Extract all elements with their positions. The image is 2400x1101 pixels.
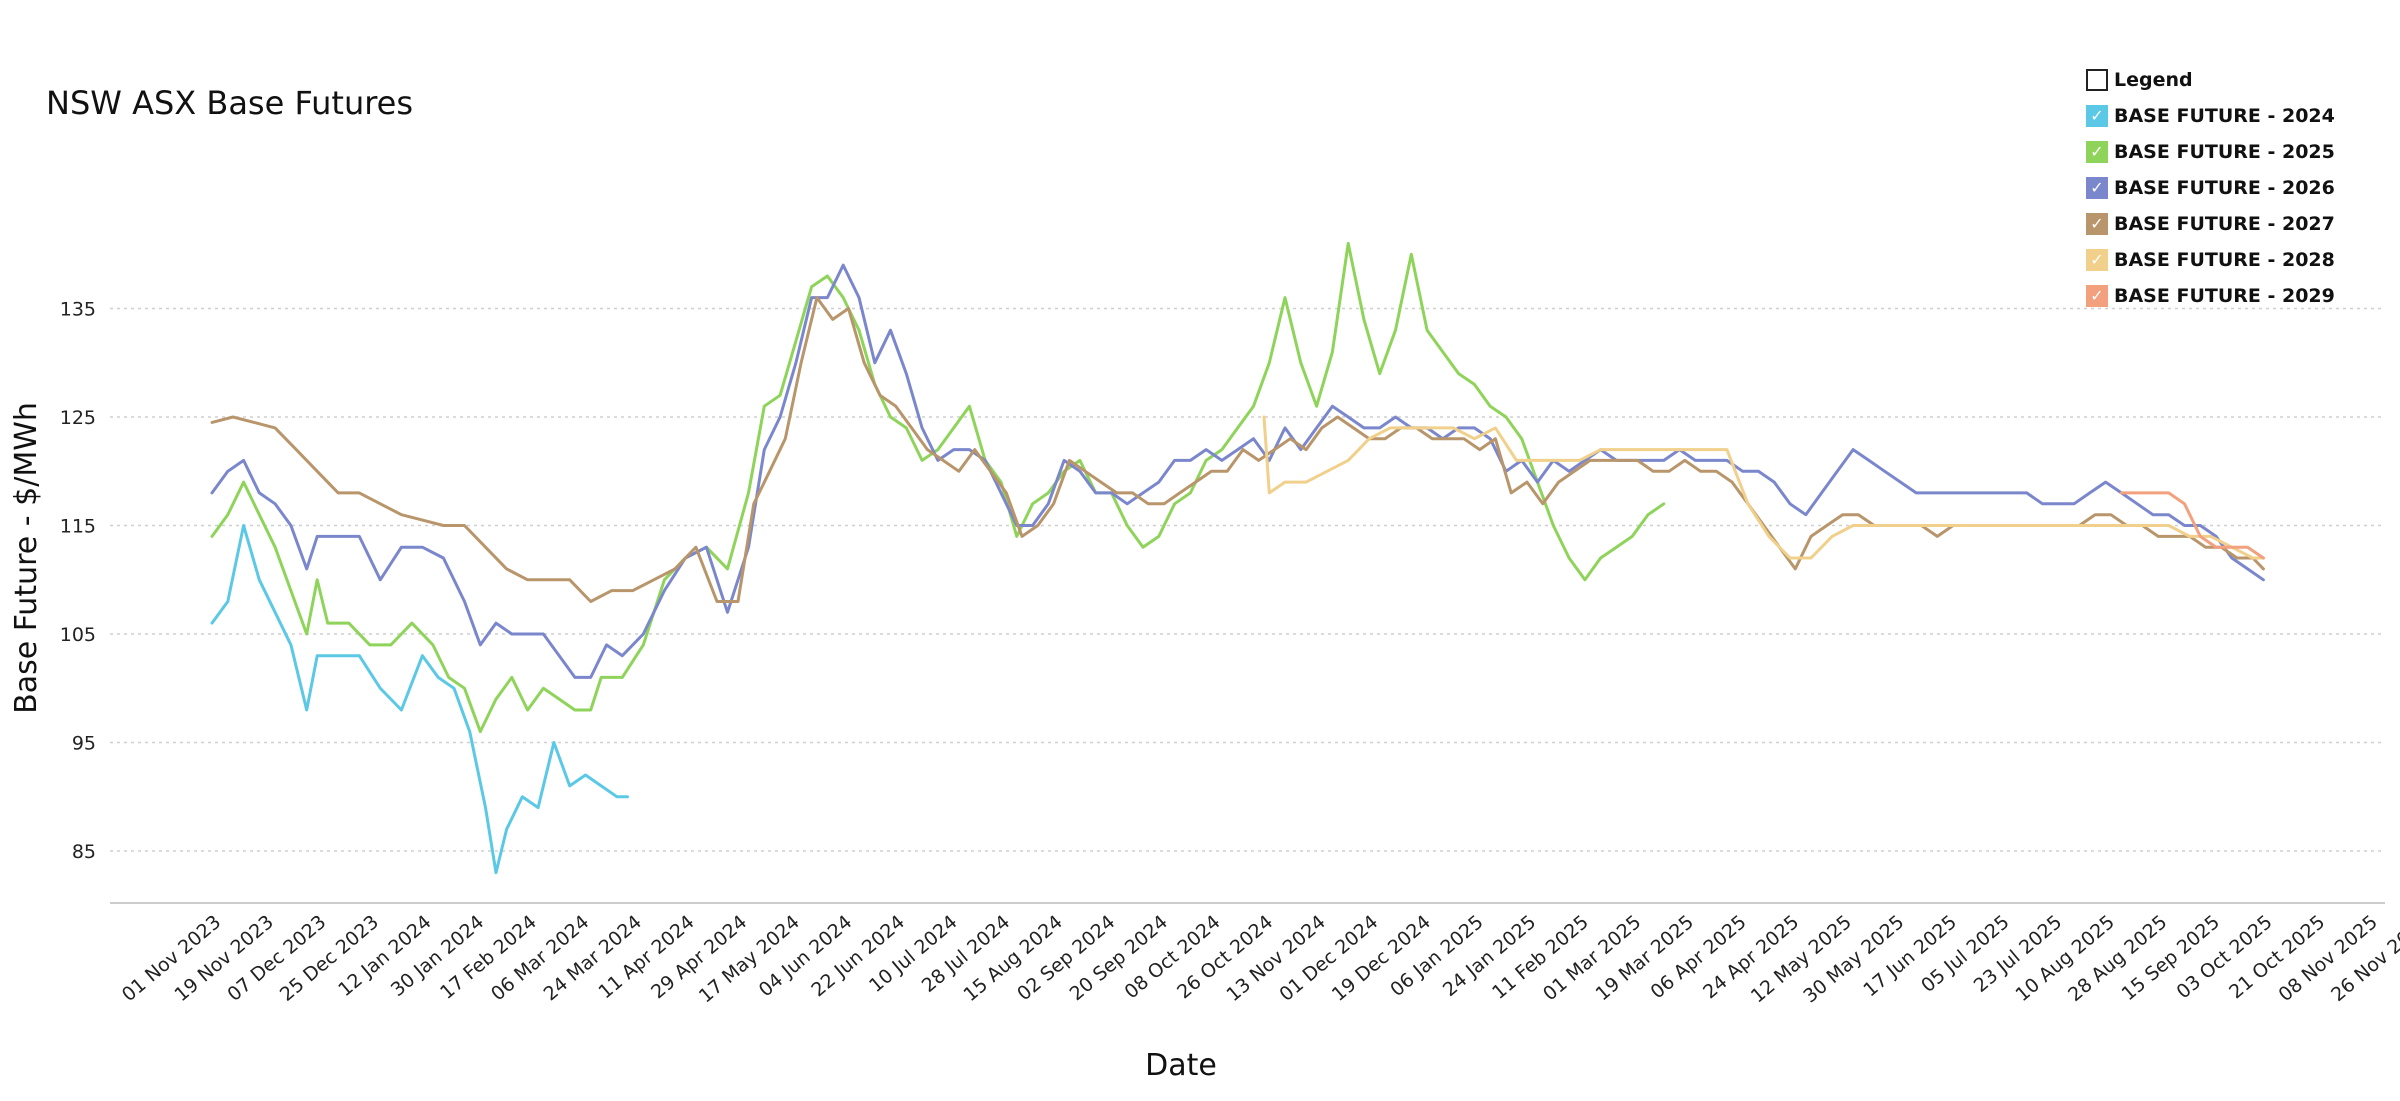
series-line <box>210 296 2265 603</box>
legend-label: BASE FUTURE - 2027 <box>2114 213 2335 235</box>
legend-check-icon[interactable]: ✓ <box>2086 285 2108 307</box>
legend-item-2027[interactable]: ✓ BASE FUTURE - 2027 <box>2086 206 2335 242</box>
series-line <box>1262 415 2265 560</box>
legend-label: BASE FUTURE - 2026 <box>2114 177 2335 199</box>
y-axis-title: Base Future - $/MWh <box>9 402 44 714</box>
legend-item-2029[interactable]: ✓ BASE FUTURE - 2029 <box>2086 278 2335 314</box>
legend-item-2024[interactable]: ✓ BASE FUTURE - 2024 <box>2086 98 2335 134</box>
legend-check-icon[interactable]: ✓ <box>2086 177 2108 199</box>
chart-title: NSW ASX Base Futures <box>46 84 414 122</box>
legend-check-icon[interactable]: ✓ <box>2086 141 2108 163</box>
legend: Legend ✓ BASE FUTURE - 2024 ✓ BASE FUTUR… <box>2086 62 2335 314</box>
y-tick-label: 105 <box>60 624 96 646</box>
legend-item-2025[interactable]: ✓ BASE FUTURE - 2025 <box>2086 134 2335 170</box>
legend-item-2026[interactable]: ✓ BASE FUTURE - 2026 <box>2086 170 2335 206</box>
legend-label: BASE FUTURE - 2024 <box>2114 105 2335 127</box>
legend-label: BASE FUTURE - 2028 <box>2114 249 2335 271</box>
series-line <box>2119 491 2265 560</box>
y-tick-label: 115 <box>60 516 96 538</box>
legend-label: BASE FUTURE - 2029 <box>2114 285 2335 307</box>
series-line <box>210 263 2265 679</box>
y-tick-label: 135 <box>60 299 96 321</box>
legend-check-icon[interactable]: ✓ <box>2086 105 2108 127</box>
legend-item-2028[interactable]: ✓ BASE FUTURE - 2028 <box>2086 242 2335 278</box>
legend-toggle-checkbox[interactable] <box>2086 69 2108 91</box>
series-line <box>210 524 629 875</box>
legend-label: BASE FUTURE - 2025 <box>2114 141 2335 163</box>
legend-check-icon[interactable]: ✓ <box>2086 213 2108 235</box>
legend-check-icon[interactable]: ✓ <box>2086 249 2108 271</box>
x-axis-title: Date <box>1145 1048 1217 1083</box>
y-tick-label: 85 <box>72 841 96 863</box>
y-tick-label: 125 <box>60 407 96 429</box>
legend-title: Legend <box>2114 69 2193 91</box>
legend-header[interactable]: Legend <box>2086 62 2335 98</box>
y-tick-label: 95 <box>72 733 96 755</box>
series-line <box>210 241 1666 734</box>
